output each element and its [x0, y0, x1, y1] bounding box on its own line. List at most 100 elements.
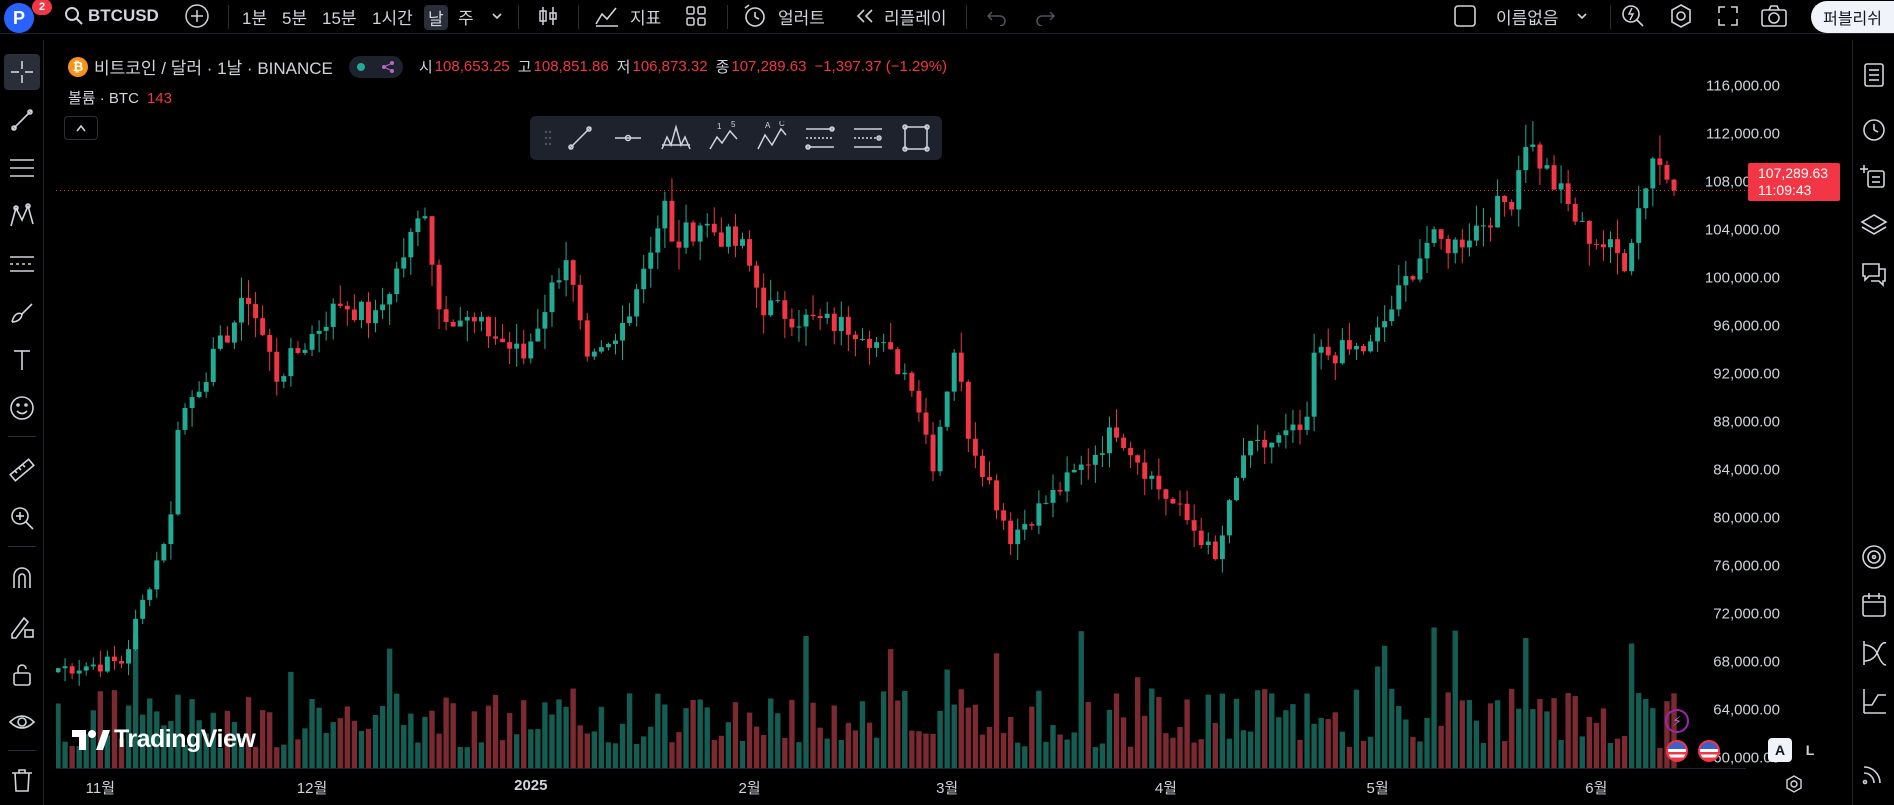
candle-body[interactable] — [154, 560, 160, 590]
projection-tool[interactable] — [4, 246, 40, 282]
candle-body[interactable] — [627, 316, 633, 323]
candle-body[interactable] — [253, 304, 259, 319]
interval-5m[interactable]: 5분 — [282, 8, 308, 28]
candle-body[interactable] — [1135, 455, 1141, 463]
candle-body[interactable] — [323, 326, 329, 331]
candle-body[interactable] — [1219, 535, 1225, 560]
log-scale-button[interactable]: L — [1805, 742, 1815, 758]
candle-body[interactable] — [1262, 439, 1268, 448]
candle-body[interactable] — [1537, 144, 1543, 169]
candle-body[interactable] — [916, 390, 922, 413]
candle-body[interactable] — [937, 426, 943, 472]
alerts-panel-button[interactable] — [1857, 112, 1891, 146]
layout-name-dropdown[interactable]: 이름없음 — [1496, 0, 1589, 32]
snapshot-button[interactable] — [1760, 0, 1788, 32]
candle-body[interactable] — [1502, 195, 1508, 203]
candle-body[interactable] — [111, 656, 117, 662]
candle-body[interactable] — [1516, 170, 1522, 210]
candle-body[interactable] — [380, 304, 386, 311]
candle-body[interactable] — [1332, 355, 1338, 364]
candle-body[interactable] — [514, 343, 520, 349]
candle-body[interactable] — [1064, 472, 1070, 492]
candle-body[interactable] — [570, 260, 576, 285]
candle-body[interactable] — [1283, 430, 1289, 436]
indicators-button[interactable]: 지표 — [594, 0, 661, 32]
candle-body[interactable] — [1156, 475, 1162, 490]
candle-body[interactable] — [951, 352, 957, 392]
candle-body[interactable] — [1255, 439, 1261, 441]
candle-body[interactable] — [1650, 158, 1656, 189]
candle-body[interactable] — [133, 618, 139, 650]
candle-body[interactable] — [1636, 208, 1642, 243]
candle-body[interactable] — [196, 391, 202, 398]
candle-body[interactable] — [1622, 253, 1628, 272]
candle-body[interactable] — [422, 216, 428, 219]
candle-body[interactable] — [429, 216, 435, 265]
candle-body[interactable] — [1615, 239, 1621, 254]
candle-body[interactable] — [768, 300, 774, 316]
candle-body[interactable] — [309, 333, 315, 350]
candle-body[interactable] — [740, 239, 745, 246]
candle-body[interactable] — [817, 316, 823, 319]
candle-body[interactable] — [1403, 276, 1409, 286]
candle-body[interactable] — [1071, 469, 1077, 473]
candle-body[interactable] — [373, 310, 379, 324]
candle-body[interactable] — [1608, 239, 1613, 248]
candle-body[interactable] — [1452, 239, 1458, 254]
candle-body[interactable] — [182, 407, 188, 430]
candle-body[interactable] — [1184, 503, 1190, 521]
candle-body[interactable] — [747, 239, 753, 266]
crosshair-tool[interactable] — [4, 54, 40, 90]
candle-body[interactable] — [725, 226, 731, 247]
candle-body[interactable] — [302, 349, 308, 353]
candle-body[interactable] — [655, 228, 661, 253]
candle-body[interactable] — [1050, 490, 1056, 503]
candle-body[interactable] — [634, 289, 640, 317]
compare-symbol-button[interactable] — [184, 0, 210, 32]
candle-body[interactable] — [577, 284, 583, 321]
candle-body[interactable] — [1593, 243, 1599, 245]
candle-body[interactable] — [1043, 502, 1049, 504]
candle-body[interactable] — [1396, 285, 1402, 310]
candle-body[interactable] — [1099, 453, 1105, 455]
candle-body[interactable] — [1241, 455, 1247, 478]
candle-body[interactable] — [648, 252, 654, 269]
data-window-button[interactable] — [1857, 160, 1891, 194]
layouts-button[interactable] — [684, 0, 708, 32]
chart-pane[interactable]: ₿ 비트코인 / 달러 · 1날 · BINANCE 시 108,653.25 … — [56, 46, 1746, 768]
candle-body[interactable] — [584, 320, 590, 357]
candle-body[interactable] — [697, 225, 703, 242]
candle-body[interactable] — [140, 599, 146, 619]
object-tree-button[interactable] — [1857, 208, 1891, 242]
candle-body[interactable] — [1297, 424, 1303, 430]
drag-handle[interactable] — [540, 118, 556, 158]
candle-body[interactable] — [1346, 340, 1352, 350]
candle-body[interactable] — [1121, 437, 1127, 448]
candle-body[interactable] — [1431, 229, 1437, 243]
candle-body[interactable] — [605, 343, 611, 348]
candle-body[interactable] — [231, 322, 237, 343]
candle-body[interactable] — [556, 280, 562, 283]
candle-body[interactable] — [782, 300, 788, 319]
candle-body[interactable] — [803, 314, 809, 327]
candle-body[interactable] — [944, 391, 950, 427]
candle-body[interactable] — [1128, 447, 1134, 456]
candle-body[interactable] — [1551, 165, 1557, 190]
candle-body[interactable] — [90, 664, 96, 667]
candle-body[interactable] — [1629, 242, 1635, 272]
candle-body[interactable] — [965, 381, 971, 439]
candle-body[interactable] — [761, 287, 767, 316]
candle-body[interactable] — [239, 298, 244, 323]
candle-body[interactable] — [1643, 188, 1649, 209]
candle-body[interactable] — [1142, 462, 1148, 479]
candle-body[interactable] — [690, 222, 696, 242]
candle-body[interactable] — [909, 372, 915, 391]
candle-body[interactable] — [1375, 327, 1381, 342]
candle-body[interactable] — [471, 317, 477, 322]
ft-horizontal-ray[interactable] — [604, 118, 652, 158]
candle-body[interactable] — [1149, 475, 1155, 479]
candle-body[interactable] — [1586, 220, 1592, 244]
candle-body[interactable] — [874, 342, 880, 348]
candle-body[interactable] — [1057, 490, 1063, 492]
